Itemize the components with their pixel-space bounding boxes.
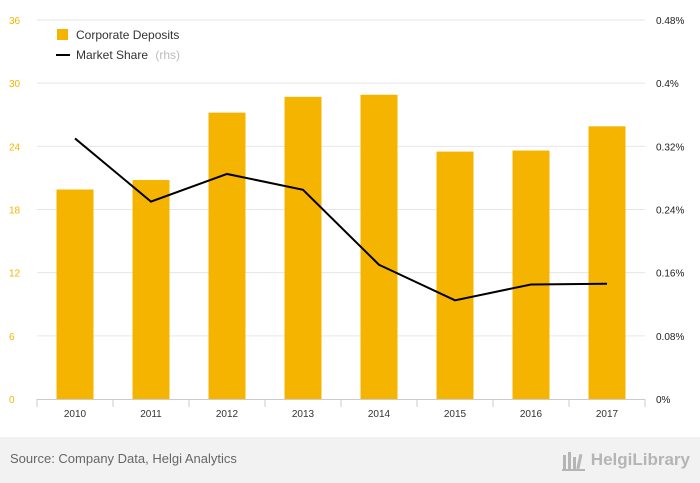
y-left-tick-label: 24: [9, 142, 21, 153]
y-right-tick-label: 0.16%: [656, 269, 684, 280]
bar-2015: [436, 151, 474, 399]
brand-logo: HelgiLibrary: [561, 449, 690, 471]
bar-2014: [360, 94, 398, 399]
line-series-market-share: [74, 137, 608, 302]
y-left-tick-label: 30: [9, 79, 21, 90]
y-left-tick-label: 0: [9, 395, 15, 406]
x-tick-label: 2014: [368, 409, 391, 420]
x-tick-label: 2017: [596, 409, 619, 420]
legend-label-market-share: Market Share: [76, 48, 148, 62]
y-left-tick-label: 36: [9, 16, 21, 27]
bar-2013: [284, 96, 322, 399]
y-right-tick-label: 0.24%: [656, 206, 684, 217]
y-right-tick-label: 0.32%: [656, 142, 684, 153]
x-tick-label: 2011: [140, 409, 162, 420]
x-tick-label: 2013: [292, 409, 315, 420]
y-right-tick-label: 0.48%: [656, 16, 684, 27]
x-tick-label: 2012: [216, 409, 239, 420]
x-axis: 2010 2011 2012 2013 2014 2015 2016 2017: [36, 399, 646, 420]
bar-2017: [588, 126, 626, 399]
bar-2016: [512, 150, 550, 399]
y-right-tick-label: 0%: [656, 395, 671, 406]
grid-lines: [37, 19, 645, 337]
legend-label-corporate-deposits: Corporate Deposits: [76, 28, 179, 42]
y-axis-left: 0 6 12 18 24 30 36: [9, 16, 21, 406]
library-icon: [561, 452, 585, 471]
legend-label-rhs: (rhs): [155, 48, 180, 62]
y-right-tick-label: 0.08%: [656, 332, 684, 343]
market-share-line: [74, 137, 608, 302]
y-axis-right: 0% 0.08% 0.16% 0.24% 0.32% 0.4% 0.48%: [656, 16, 684, 406]
x-tick-label: 2015: [444, 409, 467, 420]
y-left-tick-label: 18: [9, 206, 21, 217]
svg-text:Market Share (rhs): Market Share (rhs): [76, 48, 180, 62]
legend: Corporate Deposits Market Share (rhs): [56, 28, 180, 62]
bar-2012: [208, 112, 246, 400]
legend-swatch-corporate-deposits: [57, 29, 68, 40]
brand-name: HelgiLibrary: [590, 450, 690, 469]
bar-2010: [56, 189, 94, 399]
y-left-tick-label: 6: [9, 332, 15, 343]
footer: Source: Company Data, Helgi Analytics He…: [0, 437, 700, 483]
x-tick-label: 2016: [520, 409, 543, 420]
y-right-tick-label: 0.4%: [656, 79, 679, 90]
y-left-tick-label: 12: [9, 269, 21, 280]
x-tick-label: 2010: [64, 409, 87, 420]
bar-series-corporate-deposits: [56, 94, 626, 400]
bar-2011: [132, 180, 170, 399]
source-note: Source: Company Data, Helgi Analytics: [10, 451, 237, 466]
